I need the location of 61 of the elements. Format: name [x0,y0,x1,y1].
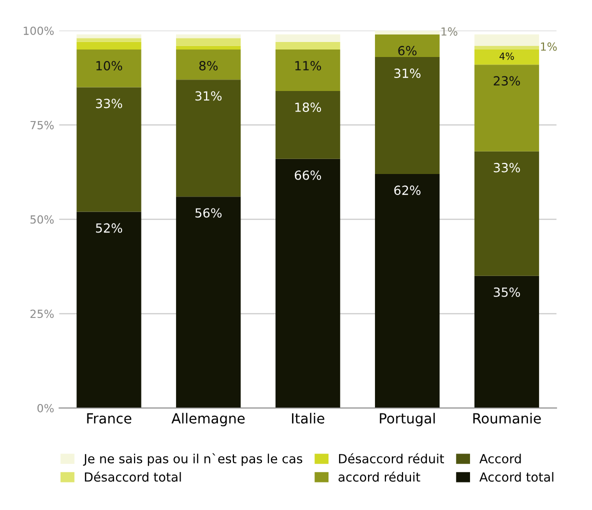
data-label: 33% [494,162,520,172]
bar [176,196,241,408]
bar [374,174,440,408]
data-label: 35% [494,287,520,297]
x-tick-label: Roumanie [473,412,541,424]
data-label: 23% [494,76,520,86]
bar [474,276,540,408]
x-tick-label: Portugal [380,412,435,426]
data-label: 33% [96,98,122,108]
x-tick-label: Allemagne [172,412,245,426]
bar [76,87,142,212]
bar [176,34,241,38]
data-label: 31% [394,68,420,78]
legend-label: Je ne sais pas ou il n`est pas le cas [83,453,302,466]
bar [176,46,241,50]
bar [374,57,440,174]
bar [474,49,540,65]
data-label: 4% [500,52,514,60]
data-label: 1% [442,27,458,36]
bar [176,38,241,46]
bar [176,80,241,197]
x-tick-label: France [87,413,132,424]
data-label: 18% [295,102,322,112]
data-label: 1% [540,42,557,51]
bar [276,158,340,408]
bar [474,151,540,276]
bar [276,34,340,42]
legend-label: accord réduit [338,472,420,482]
legend-label: Accord [479,454,521,464]
bar [276,49,340,91]
y-tick-label: 0% [37,404,54,412]
data-label: 8% [199,61,218,70]
bar [474,46,540,50]
bar [276,42,340,50]
bar [76,49,142,88]
y-tick-label: 75% [30,120,54,130]
y-tick-label: 100% [24,26,54,35]
data-label: 6% [398,46,417,56]
bar [76,34,142,38]
data-label: 31% [195,91,222,101]
bar [276,90,340,159]
x-tick-label: Italie [292,412,324,424]
legend-label: Désaccord réduit [339,453,444,464]
data-label: 56% [195,208,222,218]
data-label: 11% [295,61,322,70]
data-label: 66% [294,170,322,180]
data-label: 52% [96,223,122,233]
y-tick-label: 25% [30,310,54,318]
bar [474,34,540,46]
bar [374,34,440,58]
bar [176,49,241,80]
bar [76,38,142,42]
y-tick-label: 50% [30,215,54,224]
data-label: 10% [96,61,122,70]
legend-label: Désaccord total [84,472,181,482]
bar [374,30,440,34]
bar [474,64,540,152]
bar [76,212,142,408]
data-label: 62% [394,186,420,196]
legend-label: Accord total [479,472,554,482]
bar [76,42,142,50]
